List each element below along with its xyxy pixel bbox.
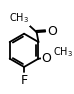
Text: CH$_3$: CH$_3$ bbox=[53, 46, 73, 59]
Text: O: O bbox=[42, 52, 51, 64]
Text: O: O bbox=[47, 25, 57, 38]
Text: CH$_3$: CH$_3$ bbox=[9, 12, 29, 25]
Text: F: F bbox=[20, 74, 28, 87]
